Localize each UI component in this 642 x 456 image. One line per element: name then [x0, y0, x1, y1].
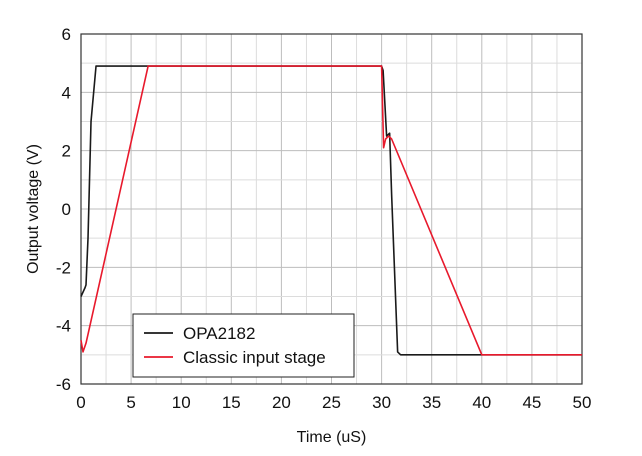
y-tick-label: 6 [62, 25, 71, 44]
x-tick-label: 20 [272, 393, 291, 412]
legend-box [132, 313, 355, 378]
legend: OPA2182 Classic input stage [132, 313, 355, 378]
series-line-2 [80, 65, 582, 356]
legend-label: Classic input stage [183, 348, 326, 367]
x-tick-label: 25 [322, 393, 341, 412]
x-tick-label: 45 [522, 393, 541, 412]
x-tick-label: 15 [222, 393, 241, 412]
x-tick-label: 10 [172, 393, 191, 412]
x-axis-title: Time (uS) [297, 429, 367, 446]
x-tick-label: 50 [573, 393, 592, 412]
x-tick-label: 40 [472, 393, 491, 412]
x-tick-label: 35 [422, 393, 441, 412]
y-tick-label: -6 [56, 375, 71, 394]
x-tick-label: 30 [372, 393, 391, 412]
plot-border [80, 33, 583, 385]
y-tick-labels: -6 -4 -2 0 2 4 6 [56, 25, 71, 394]
x-tick-labels: 0 5 10 15 20 25 30 35 40 45 50 [76, 393, 591, 412]
x-tick-label: 0 [76, 393, 85, 412]
y-tick-label: 2 [62, 142, 71, 161]
y-axis-title: Output voltage (V) [25, 144, 42, 274]
y-tick-label: 4 [62, 83, 71, 102]
y-tick-label: -4 [56, 317, 71, 336]
y-tick-label: -2 [56, 258, 71, 277]
legend-label: OPA2182 [183, 324, 255, 343]
x-tick-label: 5 [126, 393, 135, 412]
y-tick-label: 0 [62, 200, 71, 219]
